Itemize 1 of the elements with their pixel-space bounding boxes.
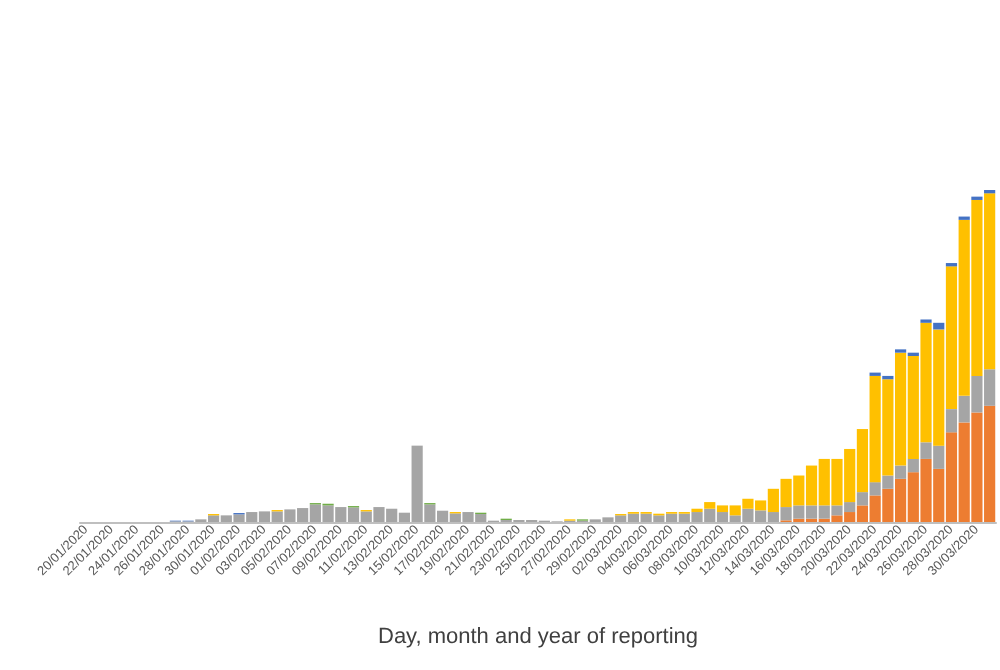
x-axis-title: Day, month and year of reporting [378,625,698,649]
